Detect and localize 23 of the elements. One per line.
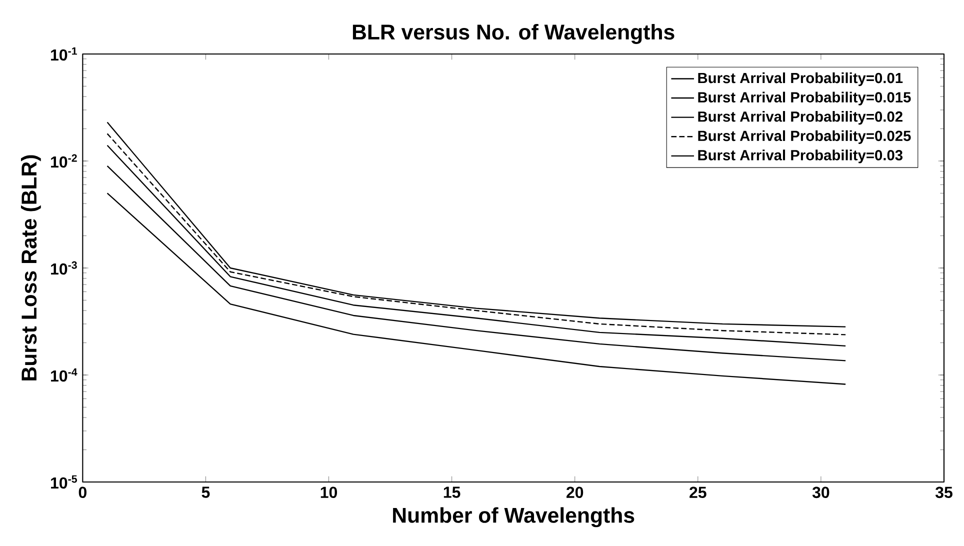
x-tick-label: 0 [78, 486, 86, 498]
y-axis-title: Burst Loss Rate (BLR) [20, 155, 41, 380]
x-tick-label: 20 [566, 486, 584, 498]
x-axis-title: Number of Wavelengths [393, 507, 634, 528]
y-tick-label: 10$^{-2}$ [51, 154, 77, 168]
chart-title: BLR versus No. of Wavelengths [352, 24, 674, 44]
legend-label: Burst Arrival Probability=0.02 [698, 111, 902, 125]
x-tick-label: 30 [812, 486, 830, 498]
x-tick-label: 10 [320, 486, 338, 498]
x-tick-label: 25 [690, 486, 706, 498]
line-series [106, 165, 846, 362]
line-series [106, 192, 846, 385]
x-tick-label: 15 [444, 486, 460, 498]
legend-label: Burst Arrival Probability=0.03 [698, 150, 903, 164]
x-tick-label: 5 [202, 486, 210, 498]
legend-label: Burst Arrival Probability=0.025 [698, 130, 911, 144]
y-tick-label: 10$^{-1}$ [51, 47, 77, 61]
x-tick-label: 35 [935, 486, 952, 498]
y-tick-label: 10$^{-3}$ [51, 261, 77, 275]
y-tick-label: 10$^{-5}$ [51, 475, 77, 489]
legend-label: Burst Arrival Probability=0.01 [698, 72, 903, 86]
y-tick-label: 10$^{-4}$ [51, 368, 78, 382]
legend-label: Burst Arrival Probability=0.015 [698, 92, 911, 106]
